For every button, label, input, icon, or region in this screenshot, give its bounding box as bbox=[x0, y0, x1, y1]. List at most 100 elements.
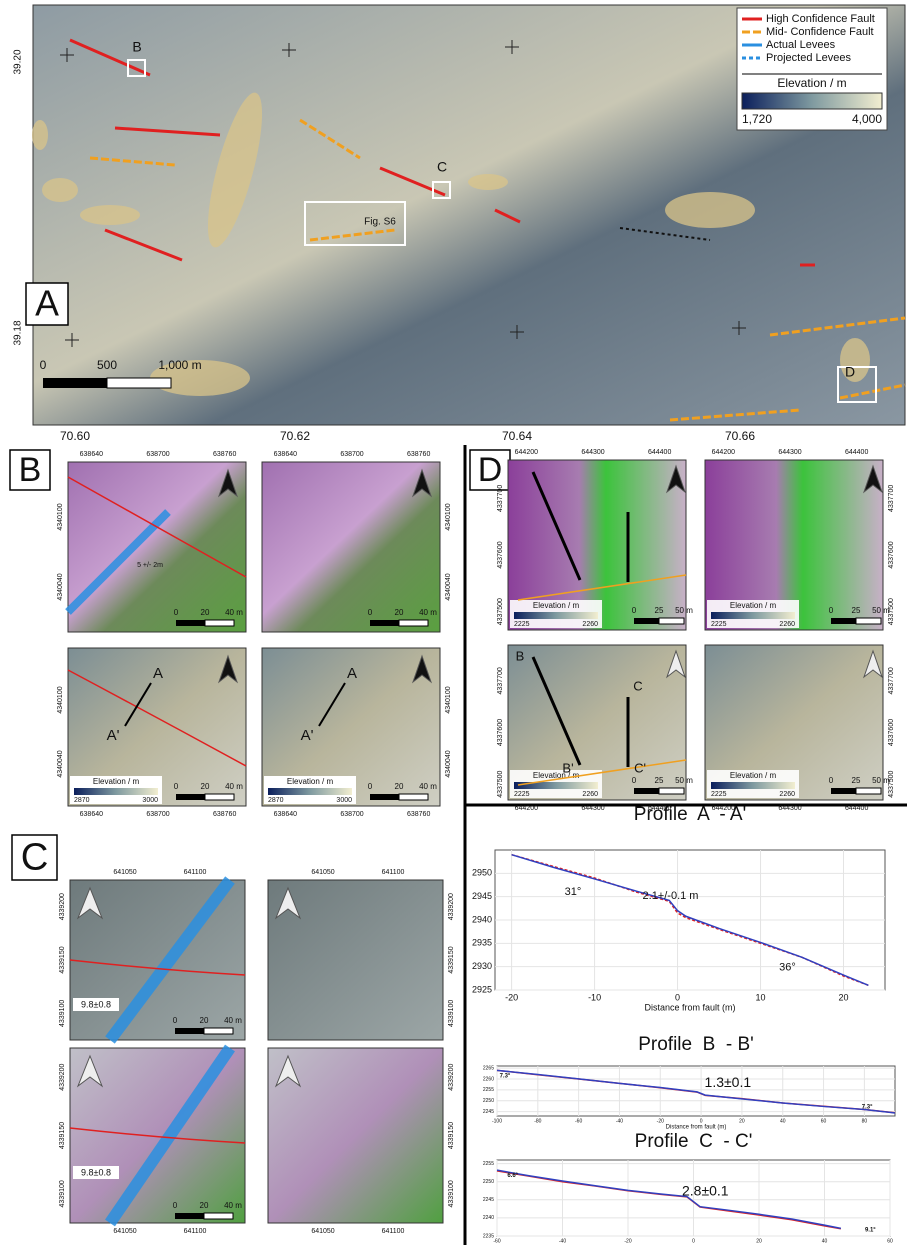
label: 0 bbox=[173, 1016, 178, 1025]
label: A' bbox=[107, 727, 120, 744]
coord-label: 644200 bbox=[515, 805, 538, 812]
scale-bar bbox=[175, 1028, 204, 1034]
x-tick-label: 20 bbox=[756, 1238, 762, 1244]
label: 5 +/- 2m bbox=[137, 562, 163, 569]
panel-label: B bbox=[19, 451, 42, 489]
coord-label: 644300 bbox=[778, 805, 801, 812]
coord-label: 4337500 bbox=[497, 770, 504, 797]
annotation: 36° bbox=[779, 962, 796, 974]
y-tick-label: 2255 bbox=[483, 1087, 494, 1093]
scale-bar bbox=[204, 1213, 233, 1219]
label: 20 bbox=[201, 782, 210, 791]
lon-label: 70.60 bbox=[60, 429, 90, 443]
y-tick-label: 2260 bbox=[483, 1076, 494, 1082]
label: 25 bbox=[655, 776, 664, 785]
subpanel bbox=[68, 462, 246, 632]
label: 2225 bbox=[514, 621, 530, 628]
panel-label: C bbox=[21, 836, 49, 879]
label: 25 bbox=[852, 776, 861, 785]
label: 0 bbox=[368, 782, 373, 791]
colorbar bbox=[514, 612, 598, 619]
label: 0 bbox=[173, 1201, 178, 1210]
x-tick-label: 0 bbox=[675, 992, 680, 1002]
scale-bar bbox=[659, 788, 684, 794]
scale-bar bbox=[205, 794, 234, 800]
label: 2225 bbox=[711, 621, 727, 628]
coord-label: 4337700 bbox=[888, 485, 895, 512]
coord-label: 638640 bbox=[80, 811, 103, 818]
lon-label: 70.66 bbox=[725, 429, 755, 443]
label: Elevation / m bbox=[533, 601, 580, 610]
legend-item: Actual Levees bbox=[766, 39, 836, 51]
x-axis-label: Distance from fault (m) bbox=[644, 1002, 735, 1012]
label: 500 bbox=[97, 358, 117, 372]
label: A bbox=[347, 665, 357, 682]
label: 40 m bbox=[224, 1201, 242, 1210]
coord-label: 4339150 bbox=[448, 946, 455, 973]
x-tick-label: -60 bbox=[575, 1118, 582, 1124]
coord-label: 4340100 bbox=[445, 503, 452, 530]
coord-label: 4337600 bbox=[888, 719, 895, 746]
y-tick-label: 2250 bbox=[483, 1179, 494, 1185]
coord-label: 4340040 bbox=[57, 750, 64, 777]
annotation: 2.8±0.1 bbox=[682, 1183, 729, 1199]
scale-bar bbox=[831, 788, 856, 794]
x-tick-label: 60 bbox=[887, 1238, 893, 1244]
label: Elevation / m bbox=[777, 76, 846, 90]
annotation: 7.3° bbox=[500, 1074, 511, 1080]
coord-label: 644400 bbox=[845, 805, 868, 812]
x-tick-label: 40 bbox=[780, 1118, 786, 1124]
y-tick-label: 2925 bbox=[472, 984, 492, 994]
coord-label: 4339200 bbox=[448, 1063, 455, 1090]
coord-label: 4340100 bbox=[57, 686, 64, 713]
coord-label: 641100 bbox=[382, 1228, 405, 1235]
y-tick-label: 2245 bbox=[483, 1109, 494, 1115]
y-tick-label: 2940 bbox=[472, 914, 492, 924]
annotation: 2.1+/-0.1 m bbox=[643, 890, 699, 902]
y-tick-label: 2950 bbox=[472, 868, 492, 878]
subpanel bbox=[262, 462, 440, 632]
scale-bar bbox=[370, 794, 399, 800]
coord-label: 641050 bbox=[311, 1228, 334, 1235]
profile-title: Profile C - C' bbox=[635, 1131, 753, 1152]
coord-label: 4339200 bbox=[448, 893, 455, 920]
coord-label: 641100 bbox=[184, 1228, 207, 1235]
y-tick-label: 2945 bbox=[472, 891, 492, 901]
scale-bar bbox=[205, 620, 234, 626]
x-tick-label: -20 bbox=[505, 992, 518, 1002]
annotation: 7.3° bbox=[862, 1105, 873, 1111]
coord-label: 4337500 bbox=[497, 598, 504, 625]
panel-label: A bbox=[35, 283, 59, 323]
label: 2870 bbox=[268, 797, 284, 804]
coord-label: 638640 bbox=[80, 451, 103, 458]
x-axis-label: Distance from fault (m) bbox=[666, 1125, 727, 1131]
page: A39.2039.1870.6070.6270.6470.66BCFig. S6… bbox=[0, 0, 907, 1245]
scale-bar bbox=[370, 620, 399, 626]
coord-label: 4339150 bbox=[59, 1122, 66, 1149]
coord-label: 4337600 bbox=[497, 719, 504, 746]
coord-label: 4337600 bbox=[497, 541, 504, 568]
label: C' bbox=[634, 760, 646, 775]
scale-bar bbox=[204, 1028, 233, 1034]
legend-item: Projected Levees bbox=[766, 52, 851, 64]
label: Elevation / m bbox=[730, 771, 777, 780]
label: 20 bbox=[200, 1201, 209, 1210]
coord-label: 4337500 bbox=[888, 598, 895, 625]
annotation: 1.3±0.1 bbox=[705, 1074, 752, 1090]
label: 3000 bbox=[142, 797, 158, 804]
x-tick-label: -80 bbox=[534, 1118, 541, 1124]
label: 25 bbox=[852, 606, 861, 615]
coord-label: 638760 bbox=[407, 451, 430, 458]
x-tick-label: 10 bbox=[756, 992, 766, 1002]
x-tick-label: -60 bbox=[493, 1238, 500, 1244]
scale-bar bbox=[43, 378, 107, 388]
x-tick-label: -10 bbox=[588, 992, 601, 1002]
label: 20 bbox=[395, 782, 404, 791]
y-tick-label: 2235 bbox=[483, 1233, 494, 1239]
label: 25 bbox=[655, 606, 664, 615]
label: 3000 bbox=[336, 797, 352, 804]
label: B' bbox=[562, 760, 573, 775]
label: 9.8±0.8 bbox=[81, 999, 111, 1009]
y-tick-label: 2245 bbox=[483, 1197, 494, 1203]
label: 40 m bbox=[225, 608, 243, 617]
